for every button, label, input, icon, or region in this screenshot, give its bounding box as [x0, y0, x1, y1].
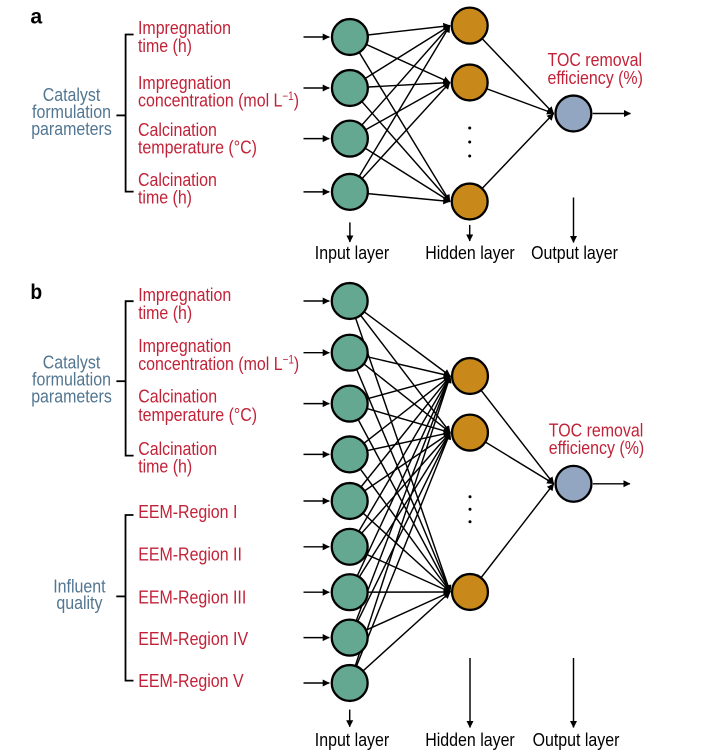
svg-text:EEM-Region III: EEM-Region III	[138, 587, 246, 608]
svg-text:time (h): time (h)	[138, 35, 192, 56]
svg-text:EEM-Region II: EEM-Region II	[138, 544, 242, 565]
svg-text:EEM-Region IV: EEM-Region IV	[138, 628, 248, 649]
svg-text:Input layer: Input layer	[315, 729, 389, 750]
svg-text:EEM-Region V: EEM-Region V	[138, 670, 244, 691]
svg-text:TOC removal: TOC removal	[548, 49, 643, 70]
svg-text:efficiency (%): efficiency (%)	[548, 67, 643, 88]
svg-text:Impregnation: Impregnation	[138, 335, 231, 356]
svg-text:−1: −1	[283, 353, 294, 366]
svg-text:): )	[294, 353, 299, 374]
svg-text:): )	[294, 90, 299, 111]
svg-text:Calcination: Calcination	[138, 438, 217, 459]
svg-text:Hidden layer: Hidden layer	[425, 729, 515, 750]
svg-text:b: b	[30, 280, 42, 304]
svg-text:formulation: formulation	[32, 368, 111, 389]
svg-text:Calcination: Calcination	[138, 169, 217, 190]
svg-text:−1: −1	[282, 90, 293, 103]
svg-text:Impregnation: Impregnation	[138, 17, 231, 38]
svg-text:Impregnation: Impregnation	[138, 72, 231, 93]
svg-text:Output layer: Output layer	[533, 729, 620, 750]
svg-text:temperature (°C): temperature (°C)	[138, 137, 257, 158]
svg-text:Output layer: Output layer	[531, 242, 618, 263]
svg-text:a: a	[30, 4, 43, 28]
svg-text:EEM-Region I: EEM-Region I	[138, 501, 237, 522]
svg-text:parameters: parameters	[31, 118, 112, 139]
svg-text:time (h): time (h)	[138, 187, 192, 208]
svg-text:Impregnation: Impregnation	[138, 284, 231, 305]
svg-text:Influent: Influent	[53, 576, 106, 597]
svg-text:TOC removal: TOC removal	[549, 419, 644, 440]
svg-text:formulation: formulation	[32, 101, 111, 122]
svg-text:concentration (mol L: concentration (mol L	[138, 90, 282, 111]
svg-text:quality: quality	[56, 592, 103, 613]
svg-text:Catalyst: Catalyst	[43, 351, 101, 372]
svg-text:parameters: parameters	[31, 385, 112, 406]
svg-text:Input layer: Input layer	[315, 242, 389, 263]
svg-text:Catalyst: Catalyst	[43, 84, 101, 105]
svg-text:Calcination: Calcination	[138, 386, 217, 407]
svg-text:efficiency (%): efficiency (%)	[549, 437, 644, 458]
svg-text:Calcination: Calcination	[138, 119, 217, 140]
svg-text:temperature (°C): temperature (°C)	[138, 404, 257, 425]
svg-text:time (h): time (h)	[138, 456, 192, 477]
svg-text:time (h): time (h)	[138, 302, 192, 323]
svg-text:Hidden layer: Hidden layer	[425, 242, 515, 263]
svg-text:concentration (mol L: concentration (mol L	[138, 353, 282, 374]
